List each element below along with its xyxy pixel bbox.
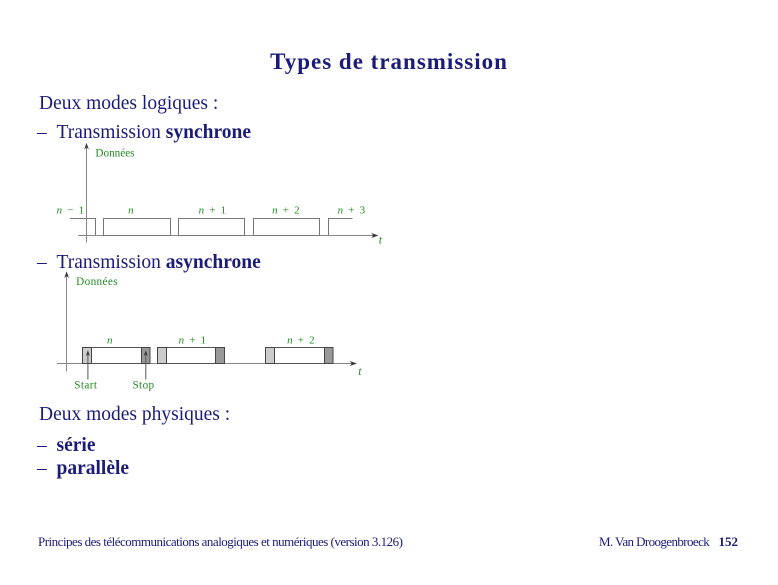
svg-text:t: t — [379, 233, 384, 247]
svg-text:Stop: Stop — [132, 380, 154, 392]
svg-text:n: n — [107, 334, 114, 346]
svg-text:n + 3: n + 3 — [338, 205, 367, 217]
svg-text:n + 2: n + 2 — [287, 334, 316, 346]
svg-text:n + 1: n + 1 — [179, 334, 208, 346]
svg-text:n: n — [128, 205, 135, 217]
svg-text:n − 1: n − 1 — [57, 205, 86, 217]
svg-text:t: t — [358, 364, 363, 378]
svg-text:Start: Start — [74, 380, 98, 392]
svg-text:Données: Données — [95, 148, 134, 160]
svg-text:Données: Données — [76, 276, 118, 288]
svg-text:n + 1: n + 1 — [199, 205, 228, 217]
svg-text:n + 2: n + 2 — [272, 205, 301, 217]
